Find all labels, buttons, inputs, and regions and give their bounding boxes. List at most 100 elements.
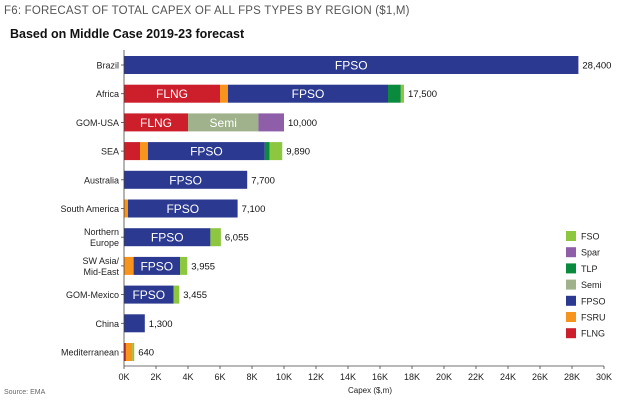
x-tick-label: 8K <box>246 372 257 382</box>
segment-label: FPSO <box>169 173 202 187</box>
bar-row-gom-usa: GOM-USA FLNG Semi 10,000 <box>76 113 317 132</box>
x-tick-label: 4K <box>182 372 193 382</box>
segment-label: FLNG <box>140 116 172 130</box>
bar-segment-fso <box>180 256 188 275</box>
bar-total-label: 9,890 <box>286 147 310 158</box>
bar-total-label: 3,455 <box>183 290 207 301</box>
bar-total-label: 6,055 <box>225 233 249 244</box>
x-tick-label: 14K <box>340 372 356 382</box>
legend-label: FLNG <box>581 329 605 339</box>
bar-segment-flng <box>124 142 140 161</box>
legend-swatch <box>566 263 576 274</box>
legend-swatch <box>566 279 576 290</box>
segment-label: Semi <box>210 116 237 130</box>
bar-segment-fpso <box>124 314 145 333</box>
bar-segment-fso <box>400 84 404 103</box>
bar-row-sw-asia-mid-east: SW Asia/Mid-East FPSO 3,955 <box>82 256 215 277</box>
bar-row-sea: SEA FPSO 9,890 <box>101 142 310 161</box>
category-label: SW Asia/Mid-East <box>82 256 119 277</box>
bar-segment-fsru <box>140 142 148 161</box>
legend-swatch <box>566 247 576 258</box>
legend-swatch <box>566 328 576 339</box>
x-tick-label: 0K <box>118 372 129 382</box>
segment-label: FPSO <box>190 145 223 159</box>
bar-total-label: 3,955 <box>191 261 215 272</box>
category-label: Africa <box>96 89 119 99</box>
legend-label: FSRU <box>581 313 606 323</box>
bar-segment-fpso <box>133 256 180 275</box>
bar-row-south-america: South America FPSO 7,100 <box>60 199 266 218</box>
legend-label: FSO <box>581 232 600 242</box>
chart-subtitle: Based on Middle Case 2019-23 forecast <box>10 27 245 41</box>
category-label: Northern Europe <box>84 227 119 248</box>
bar-segment-spar <box>258 113 284 132</box>
bar-segment-fpso <box>228 84 388 103</box>
bar-segment-fsru <box>125 343 133 361</box>
x-tick-label: 24K <box>500 372 516 382</box>
source-note: Source: EMA <box>4 389 46 396</box>
x-axis-title: Capex ($,m) <box>348 386 392 395</box>
figure-label: F6: FORECAST OF TOTAL CAPEX OF ALL FPS T… <box>4 5 410 17</box>
x-axis: 0K 2K 4K 6K 8K 10K 12K 14K 16K 18K 20K 22K 24K 26K 28K… <box>118 50 612 395</box>
legend-item-fsru: FSRU <box>566 312 606 323</box>
bar-segment-fsru <box>220 84 228 103</box>
segment-label: FPSO <box>132 288 165 302</box>
bar-segment-semi <box>188 113 259 132</box>
bar-segment-fpso <box>124 56 579 74</box>
category-label: Australia <box>84 175 119 185</box>
bar-row-brazil: Brazil FPSO 28,400 <box>96 56 611 74</box>
bar-total-label: 1,300 <box>149 319 173 330</box>
x-tick-label: 6K <box>214 372 225 382</box>
category-label: GOM-USA <box>76 118 119 128</box>
segment-label: FLNG <box>156 87 188 101</box>
bar-row-northern-europe: Northern Europe FPSO 6,055 <box>84 227 249 248</box>
bar-total-label: 7,100 <box>242 204 266 215</box>
x-tick-label: 20K <box>436 372 452 382</box>
bar-segment-fso <box>269 142 283 161</box>
bar-segment-fpso <box>148 142 265 161</box>
bar-segment-tlp <box>264 142 270 161</box>
legend-label: FPSO <box>581 296 606 306</box>
x-tick-label: 28K <box>564 372 580 382</box>
x-tick-label: 22K <box>468 372 484 382</box>
legend-swatch <box>566 312 576 322</box>
bar-total-label: 28,400 <box>582 61 611 72</box>
bar-total-label: 640 <box>138 348 154 359</box>
legend-label: Semi <box>581 280 602 290</box>
x-tick-label: 18K <box>404 372 420 382</box>
legend: FSO Spar TLP Semi FPSO FSRU FLNG <box>566 231 606 339</box>
bars-layer: Brazil FPSO 28,400 Africa FLNG FPSO 17,500 GOM-… <box>60 56 611 361</box>
bar-segment-fpso <box>124 228 211 247</box>
bar-segment-fso <box>173 285 180 304</box>
category-label: SEA <box>101 147 119 157</box>
bar-row-australia: Australia FPSO 7,700 <box>84 170 275 189</box>
bar-total-label: 7,700 <box>251 175 275 186</box>
bar-segment-fpso <box>124 170 248 189</box>
bar-row-mediterranean: Mediterranean 640 <box>61 343 154 361</box>
category-label: China <box>95 319 119 329</box>
legend-item-tlp: TLP <box>566 263 598 274</box>
bar-total-label: 17,500 <box>408 89 437 100</box>
legend-item-fso: FSO <box>566 231 600 242</box>
legend-swatch <box>566 295 576 306</box>
x-tick-label: 12K <box>308 372 324 382</box>
legend-label: Spar <box>581 248 600 258</box>
x-tick-label: 16K <box>372 372 388 382</box>
legend-item-semi: Semi <box>566 279 602 290</box>
x-tick-label: 2K <box>150 372 161 382</box>
bar-segment-fso <box>132 343 135 361</box>
segment-label: FPSO <box>335 59 368 73</box>
category-label: GOM-Mexico <box>66 290 119 300</box>
bar-segment-flng <box>124 84 220 103</box>
bar-segment-fpso <box>124 285 174 304</box>
x-tick-label: 10K <box>276 372 292 382</box>
bar-total-label: 10,000 <box>288 118 317 129</box>
bar-segment-fsru <box>124 199 128 218</box>
bar-segment-fso <box>210 228 221 247</box>
segment-label: FPSO <box>292 87 325 101</box>
legend-item-flng: FLNG <box>566 328 605 339</box>
legend-label: TLP <box>581 264 598 274</box>
bar-segment-fpso <box>128 199 238 218</box>
x-tick-label: 26K <box>532 372 548 382</box>
